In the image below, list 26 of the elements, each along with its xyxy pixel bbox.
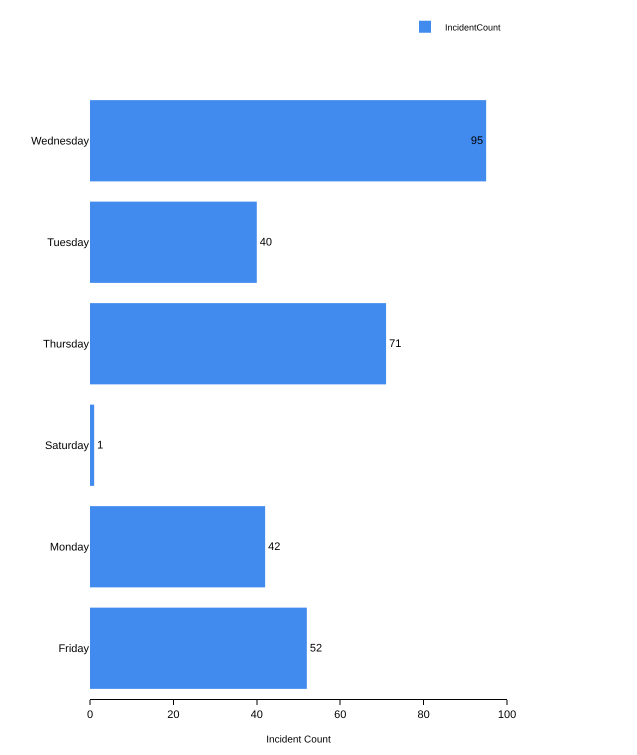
x-tick-label: 60 — [334, 709, 346, 722]
bar — [90, 608, 307, 689]
data-label: 1 — [97, 439, 104, 452]
x-axis-title: Incident Count — [266, 734, 331, 746]
y-tick-label: Tuesday — [47, 237, 90, 250]
data-label: 40 — [260, 236, 272, 248]
data-label: 71 — [389, 338, 402, 350]
y-tick-label: Wednesday — [31, 136, 90, 148]
legend-label: IncidentCount — [445, 22, 502, 32]
x-tick-label: 0 — [86, 709, 94, 722]
bar — [90, 303, 386, 384]
data-label: 95 — [470, 134, 484, 147]
bar — [90, 100, 486, 182]
y-tick-label: Friday — [58, 643, 90, 656]
x-tick-label: 40 — [250, 709, 263, 722]
y-tick-label: Monday — [50, 542, 90, 554]
bar — [90, 202, 257, 283]
x-tick-label: 20 — [167, 709, 180, 722]
y-tick-label: Saturday — [44, 440, 90, 452]
bar — [90, 404, 94, 486]
data-label: 52 — [310, 642, 322, 654]
x-tick-label: 100 — [498, 709, 516, 722]
data-label: 42 — [268, 540, 280, 553]
x-tick-label: 80 — [417, 709, 430, 722]
bar — [90, 506, 266, 588]
y-tick-label: Thursday — [43, 338, 90, 351]
